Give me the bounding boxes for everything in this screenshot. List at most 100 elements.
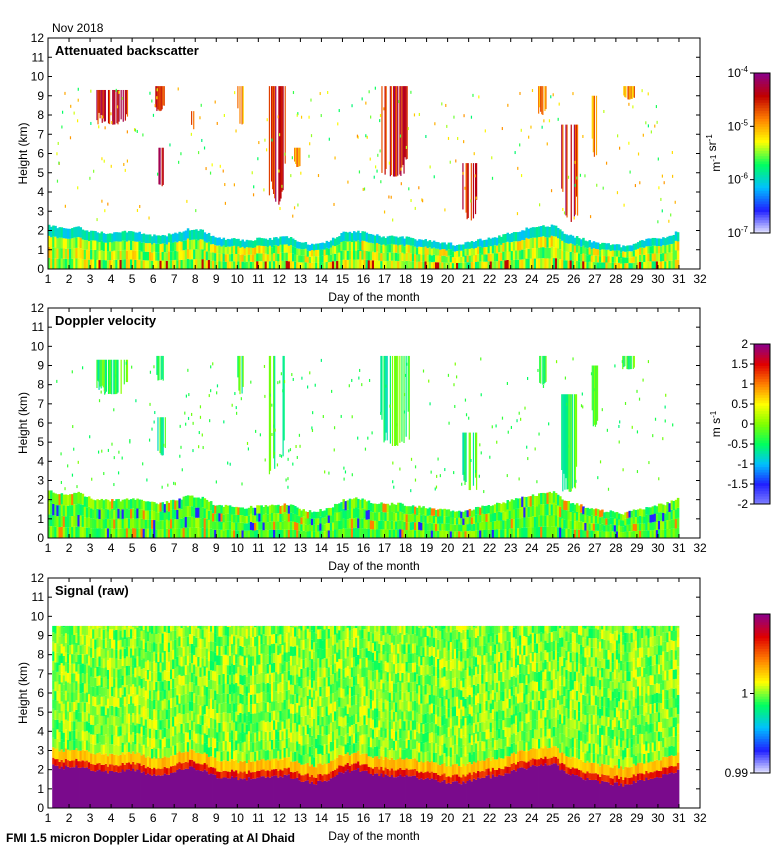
bl-cell: [260, 505, 263, 514]
signal-edge-cell: [52, 757, 55, 765]
x-tick-label: 18: [399, 541, 413, 555]
bl-cell: [483, 254, 486, 262]
bl-cell: [174, 519, 177, 529]
signal-noise-cell: [64, 625, 68, 634]
bl-cell: [336, 504, 339, 513]
bl-cell: [352, 259, 356, 269]
sparse-point: [414, 465, 417, 469]
bl-cell: [491, 245, 495, 254]
sparse-point: [307, 385, 309, 389]
bl-cell: [58, 248, 62, 259]
bl-cell: [270, 254, 274, 262]
signal-noise-cell: [130, 696, 133, 706]
bl-cell: [130, 508, 133, 519]
signal-edge-cell: [157, 757, 160, 769]
bl-cell: [296, 255, 299, 263]
signal-noise-cell: [151, 729, 154, 740]
signal-noise-cell: [146, 746, 150, 757]
cloud-streak: [157, 86, 159, 110]
signal-noise-cell: [119, 630, 123, 640]
sparse-point: [453, 383, 455, 387]
bl-cell: [645, 261, 648, 269]
signal-noise-cell: [144, 652, 148, 662]
bl-cell: [580, 239, 583, 247]
bl-cell: [517, 508, 520, 519]
bl-cell: [62, 238, 66, 249]
sparse-point: [149, 370, 152, 374]
bl-cell: [237, 507, 240, 515]
signal-noise-cell: [100, 696, 104, 707]
bl-cell: [582, 506, 585, 515]
bl-cell: [87, 527, 91, 538]
sparse-point: [72, 425, 74, 429]
y-tick-label: 4: [37, 185, 44, 199]
bl-cell: [468, 516, 472, 524]
bl-cell: [113, 259, 116, 269]
cloud-streak: [99, 89, 101, 119]
signal-noise-cell: [64, 633, 68, 643]
signal-noise-cell: [115, 629, 118, 640]
bl-cell: [201, 249, 205, 260]
cloud-streak: [157, 417, 159, 451]
bl-cell: [317, 249, 320, 257]
signal-noise-cell: [85, 625, 89, 636]
signal-bl-cell: [146, 773, 150, 808]
y-axis-label: Height (km): [16, 392, 30, 454]
signal-noise-cell: [98, 713, 101, 724]
bl-cell: [144, 528, 148, 538]
bl-cell: [346, 241, 350, 251]
bl-cell: [279, 529, 282, 538]
bl-cell: [630, 251, 634, 258]
signal-edge-cell: [71, 760, 74, 768]
bl-cell: [491, 505, 495, 514]
signal-noise-cell: [87, 722, 91, 733]
signal-bl-cell: [127, 769, 131, 808]
signal-bl-cell: [104, 770, 108, 808]
bl-cell: [157, 504, 160, 513]
bl-cell: [523, 527, 526, 538]
bl-cell: [502, 251, 505, 261]
signal-noise-cell: [96, 733, 99, 744]
bl-cell: [300, 517, 303, 525]
signal-noise-cell: [58, 636, 62, 646]
signal-noise-cell: [75, 642, 78, 653]
bl-cell: [430, 241, 434, 249]
bl-cell: [441, 516, 444, 524]
sparse-point: [379, 119, 381, 123]
bl-cell: [186, 238, 190, 249]
signal-noise-cell: [83, 683, 87, 694]
cloud-streak: [573, 394, 576, 488]
bl-cell: [632, 516, 636, 524]
bl-cell: [672, 251, 676, 261]
bl-cell: [523, 259, 526, 269]
bl-cell: [655, 530, 659, 538]
bl-cell: [184, 240, 188, 250]
bl-cell: [550, 235, 554, 247]
bl-cell: [380, 245, 383, 254]
bl-cell: [203, 508, 207, 519]
bl-cell: [668, 529, 671, 538]
signal-noise-cell: [106, 631, 110, 642]
bl-cell: [102, 500, 106, 510]
bl-cell: [56, 228, 59, 239]
sparse-point: [153, 420, 155, 424]
sparse-point: [398, 100, 400, 104]
bl-cell: [529, 506, 533, 518]
bl-cell: [544, 515, 547, 527]
sparse-point: [343, 466, 345, 470]
sparse-point: [480, 451, 482, 455]
bl-cell: [407, 522, 411, 531]
bl-cell: [256, 253, 259, 262]
bl-cell: [487, 505, 491, 514]
signal-noise-cell: [153, 632, 156, 643]
bl-cell: [666, 502, 669, 512]
sparse-point: [361, 97, 363, 101]
bl-cell: [670, 528, 674, 538]
x-tick-label: 21: [462, 541, 476, 555]
bl-cell: [449, 511, 453, 518]
bl-cell: [182, 506, 186, 518]
signal-noise-cell: [98, 742, 101, 753]
bl-cell: [596, 509, 600, 517]
bl-cell: [636, 530, 640, 538]
signal-edge-cell: [151, 769, 154, 776]
